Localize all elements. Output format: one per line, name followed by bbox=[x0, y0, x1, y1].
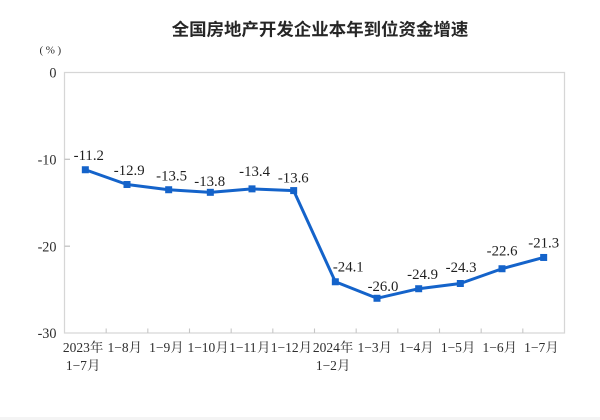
svg-text:(%): (%) bbox=[40, 45, 64, 57]
svg-text:-24.3: -24.3 bbox=[446, 260, 477, 276]
svg-text:-13.4: -13.4 bbox=[239, 164, 270, 180]
svg-text:1−6: 1−6 bbox=[482, 340, 503, 355]
svg-text:1−3: 1−3 bbox=[357, 340, 378, 355]
svg-text:-30: -30 bbox=[38, 326, 57, 342]
svg-text:-20: -20 bbox=[38, 239, 57, 255]
svg-text:1−10: 1−10 bbox=[187, 340, 215, 355]
svg-text:1−8: 1−8 bbox=[107, 340, 128, 355]
svg-text:2024: 2024 bbox=[313, 340, 340, 355]
svg-text:0: 0 bbox=[49, 66, 56, 82]
svg-text:1−9: 1−9 bbox=[149, 340, 170, 355]
svg-text:2023: 2023 bbox=[63, 340, 90, 355]
svg-text:-21.3: -21.3 bbox=[528, 235, 559, 251]
svg-text:1−5: 1−5 bbox=[441, 340, 462, 355]
svg-text:1−12: 1−12 bbox=[271, 340, 299, 355]
svg-text:1−7: 1−7 bbox=[66, 358, 87, 373]
svg-text:1−11: 1−11 bbox=[229, 340, 256, 355]
svg-text:-22.6: -22.6 bbox=[487, 244, 518, 260]
svg-text:1−4: 1−4 bbox=[399, 340, 420, 355]
svg-text:-24.1: -24.1 bbox=[333, 260, 364, 276]
svg-text:-26.0: -26.0 bbox=[368, 279, 399, 295]
svg-text:-24.9: -24.9 bbox=[407, 267, 438, 283]
svg-text:-13.6: -13.6 bbox=[278, 170, 309, 186]
svg-text:-12.9: -12.9 bbox=[114, 163, 145, 179]
svg-text:1−7: 1−7 bbox=[524, 340, 545, 355]
svg-text:1−2: 1−2 bbox=[316, 358, 337, 373]
svg-text:-11.2: -11.2 bbox=[74, 148, 104, 164]
svg-text:-10: -10 bbox=[38, 153, 57, 169]
svg-text:-13.8: -13.8 bbox=[194, 174, 225, 190]
svg-text:-13.5: -13.5 bbox=[156, 169, 187, 185]
